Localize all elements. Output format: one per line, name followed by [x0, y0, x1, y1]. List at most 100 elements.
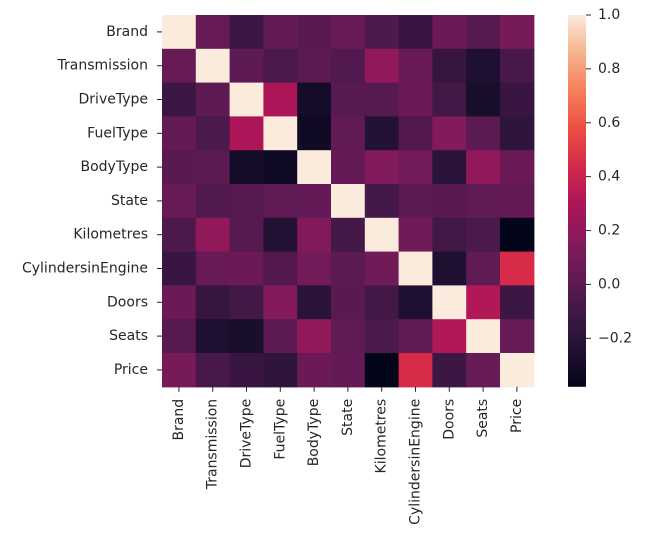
- heatmap-cell-8-8: [432, 285, 467, 320]
- x-tick-label: State: [340, 399, 356, 436]
- heatmap-cell-1-3: [263, 48, 298, 84]
- heatmap-cell-0-5: [331, 15, 366, 50]
- heatmap-cell-2-10: [500, 82, 535, 117]
- heatmap-cell-0-4: [297, 15, 332, 50]
- heatmap-cell-7-4: [297, 251, 332, 286]
- heatmap-cell-10-0: [162, 353, 197, 388]
- heatmap-cell-9-9: [466, 319, 501, 354]
- heatmap-cell-2-0: [162, 82, 197, 117]
- heatmap-cell-9-0: [162, 319, 197, 354]
- colorbar-tick-label: 1.0: [598, 7, 620, 23]
- heatmap-cell-5-6: [364, 184, 400, 219]
- heatmap-cell-5-9: [466, 184, 501, 219]
- heatmap-cell-9-8: [432, 319, 467, 354]
- heatmap-cell-7-5: [331, 251, 366, 286]
- heatmap-cell-7-9: [466, 251, 501, 286]
- heatmap-cell-9-4: [297, 319, 332, 354]
- heatmap-cell-8-1: [195, 285, 231, 320]
- heatmap-cell-4-0: [162, 150, 197, 185]
- heatmap-cell-7-6: [364, 251, 400, 286]
- heatmap-cell-5-8: [432, 184, 467, 219]
- heatmap-cell-6-4: [297, 217, 332, 253]
- heatmap-cell-10-4: [297, 353, 332, 388]
- heatmap-cell-7-1: [195, 251, 231, 286]
- heatmap-cell-8-10: [500, 285, 535, 320]
- heatmap-cell-3-9: [466, 116, 501, 151]
- heatmap-cell-0-0: [162, 15, 197, 50]
- heatmap-cell-2-9: [466, 82, 501, 117]
- heatmap-cell-5-10: [500, 184, 535, 219]
- heatmap-cell-6-0: [162, 217, 197, 253]
- heatmap-cell-1-1: [195, 48, 231, 84]
- heatmap-cell-6-7: [398, 217, 433, 253]
- heatmap-cell-9-6: [364, 319, 400, 354]
- heatmap-cell-6-2: [229, 217, 264, 253]
- colorbar-tick-label: 0.0: [598, 276, 620, 292]
- heatmap-cell-1-9: [466, 48, 501, 84]
- heatmap-cell-8-3: [263, 285, 298, 320]
- heatmap-cell-2-8: [432, 82, 467, 117]
- heatmap-cell-2-2: [229, 82, 264, 117]
- heatmap-cell-3-3: [263, 116, 298, 151]
- heatmap-cell-8-4: [297, 285, 332, 320]
- heatmap-cell-5-1: [195, 184, 231, 219]
- x-tick-label: Brand: [171, 399, 187, 441]
- colorbar: [568, 15, 586, 387]
- heatmap-cell-4-1: [195, 150, 231, 185]
- heatmap-cell-0-6: [364, 15, 400, 50]
- heatmap-cell-3-6: [364, 116, 400, 151]
- y-tick-label: Seats: [109, 328, 148, 344]
- heatmap-cell-3-1: [195, 116, 231, 151]
- y-tick-label: Kilometres: [73, 227, 148, 243]
- heatmap-cell-6-1: [195, 217, 231, 253]
- heatmap-cell-1-10: [500, 48, 535, 84]
- heatmap-cell-8-5: [331, 285, 366, 320]
- x-tick-label: Price: [509, 399, 525, 433]
- heatmap-cell-10-8: [432, 353, 467, 388]
- heatmap-cell-4-4: [297, 150, 332, 185]
- colorbar-tick-label: 0.4: [598, 169, 620, 185]
- heatmap-cell-3-4: [297, 116, 332, 151]
- heatmap-cell-7-2: [229, 251, 264, 286]
- heatmap-cell-2-5: [331, 82, 366, 117]
- heatmap-cell-8-7: [398, 285, 433, 320]
- heatmap-cell-5-2: [229, 184, 264, 219]
- heatmap-cell-4-3: [263, 150, 298, 185]
- y-tick-label: FuelType: [87, 125, 148, 141]
- heatmap-cell-0-10: [500, 15, 535, 50]
- heatmap-cell-0-1: [195, 15, 231, 50]
- heatmap-cell-9-2: [229, 319, 264, 354]
- heatmap-cell-1-7: [398, 48, 433, 84]
- x-tick-label: Seats: [475, 399, 491, 438]
- heatmap-cell-3-10: [500, 116, 535, 151]
- heatmap-cell-4-8: [432, 150, 467, 185]
- x-tick-label: Doors: [441, 399, 457, 440]
- heatmap-cell-4-9: [466, 150, 501, 185]
- x-tick-label: DriveType: [239, 399, 255, 468]
- heatmap-cell-5-5: [331, 184, 366, 219]
- heatmap-cell-5-0: [162, 184, 197, 219]
- heatmap-cell-2-3: [263, 82, 298, 117]
- heatmap-cell-10-7: [398, 353, 433, 388]
- heatmap-cell-3-5: [331, 116, 366, 151]
- heatmap-cell-3-0: [162, 116, 197, 151]
- y-tick-label: Transmission: [57, 58, 148, 74]
- heatmap-cell-10-2: [229, 353, 264, 388]
- heatmap-cell-9-10: [500, 319, 535, 354]
- heatmap-cell-1-8: [432, 48, 467, 84]
- heatmap-cell-1-2: [229, 48, 264, 84]
- heatmap-cell-9-5: [331, 319, 366, 354]
- heatmap-cell-8-6: [364, 285, 400, 320]
- heatmap-cell-3-8: [432, 116, 467, 151]
- heatmap-cell-0-2: [229, 15, 264, 50]
- heatmap-cell-0-7: [398, 15, 433, 50]
- x-tick-label: CylindersinEngine: [408, 399, 424, 525]
- heatmap-cell-6-8: [432, 217, 467, 253]
- heatmap-cell-3-7: [398, 116, 433, 151]
- heatmap-cell-10-3: [263, 353, 298, 388]
- heatmap-cell-5-3: [263, 184, 298, 219]
- colorbar-tick-label: 0.6: [598, 115, 620, 131]
- x-tick-label: Kilometres: [374, 399, 390, 474]
- heatmap-cell-5-7: [398, 184, 433, 219]
